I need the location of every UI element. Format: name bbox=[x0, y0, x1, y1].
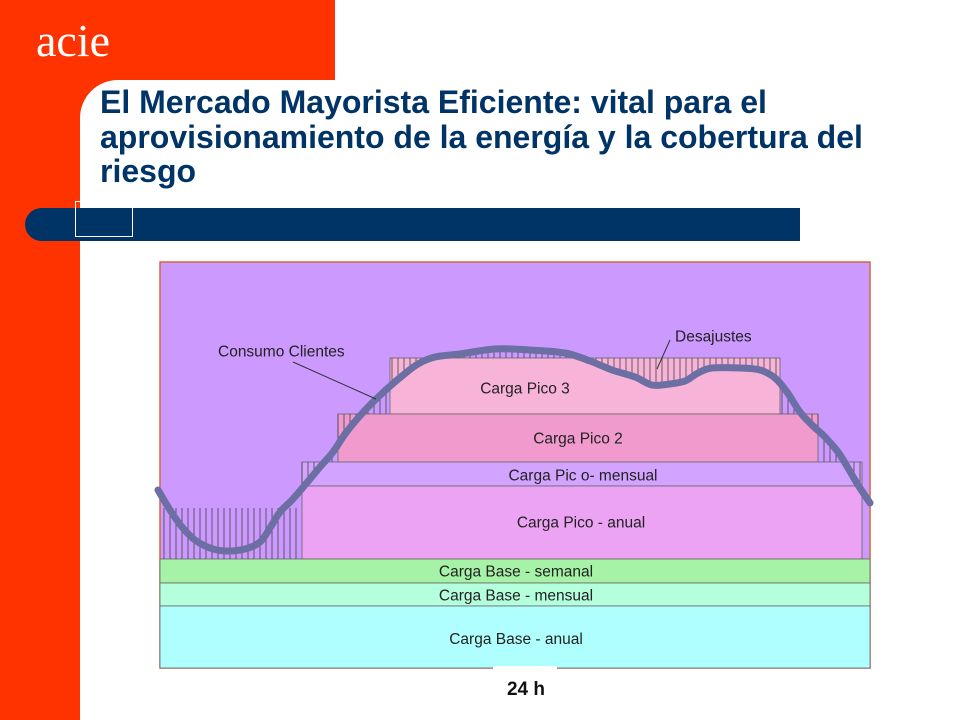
layer-label-pico-2: Carga Pico 2 bbox=[533, 431, 623, 448]
layer-label-base-mensual: Carga Base - mensual bbox=[439, 588, 593, 605]
title-underline-bar bbox=[25, 208, 800, 241]
layer-carga-pico-mensual bbox=[301, 461, 863, 487]
bar-frame-outline bbox=[75, 201, 133, 237]
consumption-leader-line bbox=[292, 361, 377, 400]
layer-labels: Carga Pico 3 Carga Pico 2 Carga Pic o- m… bbox=[439, 381, 658, 649]
mismatch-label: Desajustes bbox=[675, 329, 752, 346]
layer-label-base-anual: Carga Base - anual bbox=[449, 631, 583, 648]
mismatch-leader-line bbox=[656, 339, 671, 370]
consumption-label: Consumo Clientes bbox=[218, 344, 345, 361]
load-layers bbox=[159, 357, 871, 669]
layer-carga-pico-2 bbox=[337, 413, 819, 463]
layer-label-pico-anual: Carga Pico - anual bbox=[517, 515, 645, 532]
layer-carga-base-semanal bbox=[159, 558, 871, 584]
layer-label-pico-mensual: Carga Pic o- mensual bbox=[508, 468, 657, 485]
time-axis-label: 24 h bbox=[507, 679, 545, 700]
layer-label-pico-3: Carga Pico 3 bbox=[480, 381, 570, 398]
layer-carga-base-anual bbox=[159, 605, 871, 669]
time-axis-label-box bbox=[493, 666, 557, 698]
layer-label-base-semanal: Carga Base - semanal bbox=[439, 564, 593, 581]
consumption-curve bbox=[154, 345, 874, 555]
slide-title: El Mercado Mayorista Eficiente: vital pa… bbox=[100, 84, 863, 189]
accent-band-left bbox=[0, 0, 80, 720]
brand-logo: acie bbox=[36, 15, 111, 66]
